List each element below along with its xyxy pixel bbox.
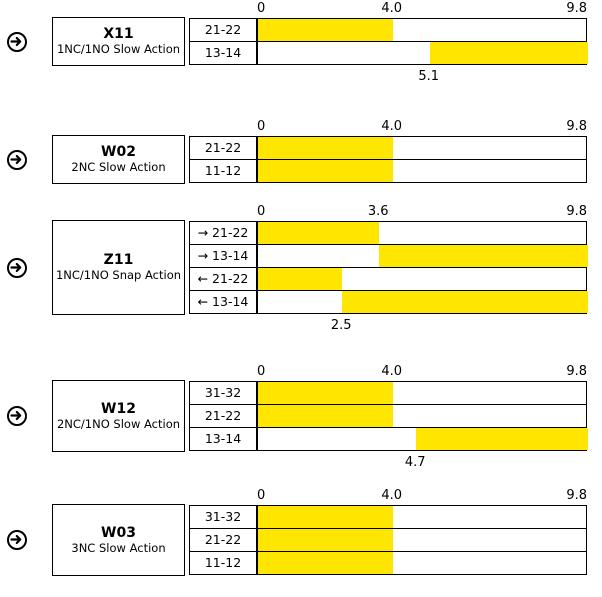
switch-type-box: Z11 1NC/1NO Snap Action — [52, 220, 185, 315]
scale-tick-label: 3.6 — [367, 204, 389, 219]
closed-zone-bar — [258, 19, 393, 41]
contact-label: 13-14 — [204, 431, 242, 446]
contact-label: 11-12 — [204, 163, 242, 178]
contact-label: 13-14 — [204, 45, 242, 60]
contact-label-column: → 21-22 → 13-14 ← 21-22 ← 13-14 — [189, 221, 257, 314]
arrow-circle-right-icon — [7, 149, 27, 170]
switch-description: 1NC/1NO Snap Action — [55, 268, 182, 282]
contact-label-column: 21-22 13-14 — [189, 18, 257, 65]
contact-label: 21-22 — [190, 137, 256, 160]
contact-diagram: W03 3NC Slow Action 31-32 21-22 11-12 0 4.0 9.8 — [0, 487, 602, 597]
closed-zone-bar — [258, 222, 380, 244]
switch-description: 3NC Slow Action — [71, 540, 166, 555]
switch-type-box: W12 2NC/1NO Slow Action — [52, 380, 185, 452]
contact-travel-row — [257, 505, 587, 529]
travel-chart: 0 4.0 9.8 — [257, 118, 587, 205]
scale-tick-label: 4.0 — [381, 1, 403, 16]
scale-tick-label: 9.8 — [566, 119, 587, 134]
arrow-circle-right-icon — [7, 530, 27, 550]
closed-zone-bar — [258, 268, 343, 290]
contact-travel-row — [257, 551, 587, 575]
contact-travel-row — [257, 221, 587, 245]
scale-tick-label: 4.0 — [381, 364, 403, 379]
arrow-circle-right-icon — [7, 31, 27, 52]
closed-zone-bar — [379, 245, 588, 267]
contact-travel-row — [257, 136, 587, 160]
scale-tick-label: 0 — [257, 364, 266, 379]
scale-tick-label: 9.8 — [566, 488, 587, 503]
closed-zone-bar — [258, 137, 393, 159]
scale-tick-label: 9.8 — [566, 204, 587, 219]
contact-diagram: X11 1NC/1NO Slow Action 21-22 13-14 0 4.0 9.8 5… — [0, 0, 602, 87]
contact-label: 21-22 — [190, 405, 256, 428]
contact-label: 11-12 — [204, 555, 242, 570]
contact-label: → 21-22 — [190, 222, 256, 245]
contact-diagram: W12 2NC/1NO Slow Action 31-32 21-22 13-14 0 4.… — [0, 363, 602, 473]
closed-zone-bar — [258, 506, 393, 528]
scale-tick-label: 0 — [257, 488, 266, 503]
switch-point-label: 2.5 — [330, 318, 352, 333]
contact-label: ← 13-14 — [197, 294, 249, 309]
closed-zone-bar — [258, 382, 393, 404]
contact-travel-row — [257, 381, 587, 405]
closed-zone-bar — [258, 552, 393, 574]
contact-travel-row — [257, 244, 588, 268]
contact-travel-row — [257, 41, 588, 65]
switch-code: W03 — [101, 524, 136, 541]
contact-travel-row — [257, 159, 587, 183]
switch-point-label: 4.7 — [404, 455, 426, 470]
closed-zone-bar — [258, 529, 393, 551]
switch-type-box: X11 1NC/1NO Slow Action — [52, 17, 185, 66]
scale-tick-label: 9.8 — [566, 364, 587, 379]
contact-label: 21-22 — [190, 529, 256, 552]
switch-type-box: W03 3NC Slow Action — [52, 504, 185, 576]
contact-travel-row — [257, 404, 587, 428]
switch-code: Z11 — [103, 252, 134, 268]
closed-zone-bar — [258, 160, 393, 182]
travel-chart: 0 4.0 9.8 — [257, 487, 587, 597]
travel-chart: 0 4.0 9.8 4.7 — [257, 363, 588, 473]
contact-diagram: Z11 1NC/1NO Snap Action → 21-22 → 13-14 ← 21… — [0, 203, 602, 336]
switch-point-label: 5.1 — [418, 69, 440, 84]
contact-travel-row — [257, 427, 588, 451]
switch-description: 1NC/1NO Slow Action — [56, 42, 181, 56]
contact-label: 31-32 — [190, 382, 256, 405]
travel-chart: 0 3.6 9.8 2.5 — [257, 203, 588, 336]
switch-code: W02 — [101, 144, 136, 160]
contact-label-column: 21-22 11-12 — [189, 136, 257, 183]
scale-tick-label: 0 — [257, 1, 266, 16]
scale-tick-label: 9.8 — [566, 1, 587, 16]
closed-zone-bar — [258, 405, 393, 427]
arrow-circle-right-icon — [7, 406, 27, 426]
switch-code: X11 — [103, 26, 134, 42]
arrow-circle-right-icon — [7, 257, 27, 278]
switch-code: W12 — [101, 400, 136, 417]
contact-travel-row — [257, 290, 588, 314]
travel-chart: 0 4.0 9.8 5.1 — [257, 0, 588, 87]
scale-tick-label: 4.0 — [381, 119, 403, 134]
closed-zone-bar — [342, 291, 588, 313]
switch-type-box: W02 2NC Slow Action — [52, 135, 185, 184]
contact-travel-row — [257, 267, 587, 291]
contact-label: 31-32 — [190, 506, 256, 529]
switch-description: 2NC Slow Action — [71, 160, 166, 174]
contact-diagram: W02 2NC Slow Action 21-22 11-12 0 4.0 9.8 — [0, 118, 602, 205]
contact-label-column: 31-32 21-22 13-14 — [189, 381, 257, 451]
contact-label-column: 31-32 21-22 11-12 — [189, 505, 257, 575]
switch-description: 2NC/1NO Slow Action — [56, 416, 181, 431]
contact-travel-row — [257, 528, 587, 552]
contact-label: 21-22 — [190, 19, 256, 42]
contact-label: ← 21-22 — [190, 268, 256, 291]
scale-tick-label: 0 — [257, 204, 266, 219]
scale-tick-label: 4.0 — [381, 488, 403, 503]
contact-travel-row — [257, 18, 587, 42]
scale-tick-label: 0 — [257, 119, 266, 134]
closed-zone-bar — [416, 428, 588, 450]
closed-zone-bar — [429, 42, 588, 64]
contact-label: → 13-14 — [190, 245, 256, 268]
